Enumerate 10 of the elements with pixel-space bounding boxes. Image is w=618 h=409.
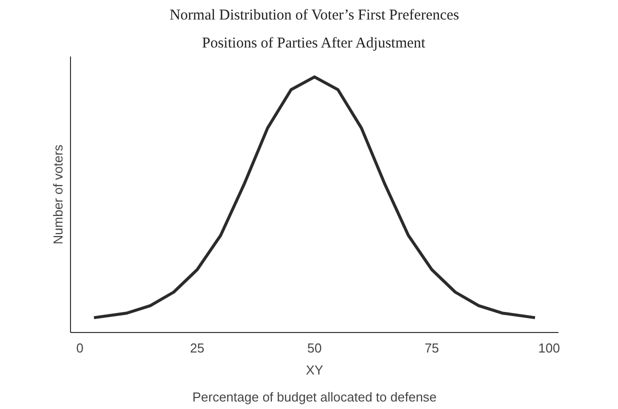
x-tick-label: 75 <box>424 340 440 356</box>
chart-title: Normal Distribution of Voter’s First Preferences <box>170 8 460 24</box>
chart-subtitle: Positions of Parties After Adjustment <box>202 36 426 52</box>
x-tick-label: 0 <box>76 340 84 356</box>
x-axis-title: Percentage of budget allocated to defense <box>192 390 437 404</box>
y-axis-title: Number of voters <box>50 144 66 244</box>
x-tick-label: 100 <box>538 340 560 356</box>
x-tick-label: 50 <box>307 340 322 356</box>
x-tick-label: 25 <box>190 340 204 356</box>
text: XY <box>306 362 324 378</box>
